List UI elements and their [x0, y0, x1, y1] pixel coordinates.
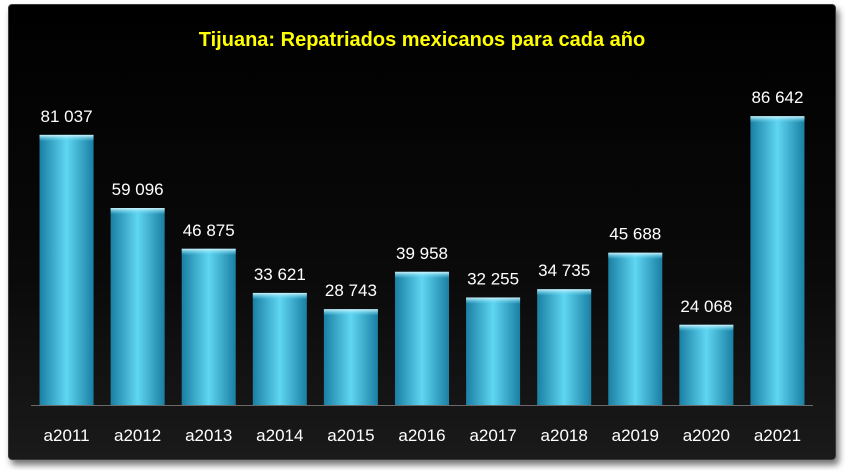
chart-title: Tijuana: Repatriados mexicanos para cada…	[198, 29, 646, 51]
bar-a2014	[252, 292, 307, 405]
x-tick-label-a2013: a2013	[185, 426, 232, 445]
bar-highlight-a2016	[394, 271, 450, 278]
x-tick-label-a2017: a2017	[469, 426, 516, 445]
x-tick-label-a2021: a2021	[754, 426, 801, 445]
bar-a2013	[181, 248, 236, 405]
data-label-a2011: 81 037	[41, 107, 93, 126]
bar-chart: 81 037 59 096 46 875 33 621 28 743 39 958 32 2…	[31, 88, 813, 445]
data-label-a2016: 39 958	[396, 244, 448, 263]
x-tick-label-a2014: a2014	[256, 426, 303, 445]
bar-highlight-a2019	[608, 252, 663, 259]
x-tick-label-a2020: a2020	[683, 426, 730, 445]
bar-highlight-a2011	[39, 134, 94, 141]
bar-a2019	[608, 252, 663, 405]
x-tick-label-a2019: a2019	[612, 426, 659, 445]
bar-a2011	[39, 134, 94, 406]
bar-highlight-a2021	[750, 116, 805, 123]
bar-a2012	[110, 208, 165, 405]
bar-a2021	[750, 116, 805, 406]
bar-a2015	[323, 309, 378, 405]
bar-highlight-a2017	[466, 297, 521, 304]
bar-highlight-a2015	[323, 309, 378, 316]
data-label-a2017: 32 255	[467, 269, 519, 288]
data-label-a2018: 34 735	[538, 261, 590, 280]
x-tick-label-a2012: a2012	[114, 426, 161, 445]
data-label-a2014: 33 621	[254, 265, 306, 284]
bar-a2020	[679, 324, 734, 405]
data-label-a2019: 45 688	[609, 225, 661, 244]
data-label-a2012: 59 096	[112, 180, 164, 199]
x-tick-label-a2015: a2015	[327, 426, 374, 445]
bar-a2017	[466, 297, 521, 405]
bar-a2016	[394, 271, 450, 405]
chart-frame: Tijuana: Repatriados mexicanos para cada…	[8, 4, 836, 460]
bar-highlight-a2012	[110, 208, 165, 215]
bar-highlight-a2018	[537, 289, 592, 296]
x-tick-label-a2018: a2018	[541, 426, 588, 445]
data-label-a2020: 24 068	[680, 297, 732, 316]
bar-highlight-a2014	[252, 292, 307, 299]
x-tick-label-a2011: a2011	[44, 426, 90, 445]
bar-highlight-a2013	[181, 248, 236, 255]
data-label-a2013: 46 875	[183, 221, 235, 240]
data-label-a2015: 28 743	[325, 281, 377, 300]
x-tick-label-a2016: a2016	[398, 426, 445, 445]
bar-highlight-a2020	[679, 324, 734, 331]
data-label-a2021: 86 642	[751, 88, 803, 107]
bar-a2018	[537, 289, 592, 405]
